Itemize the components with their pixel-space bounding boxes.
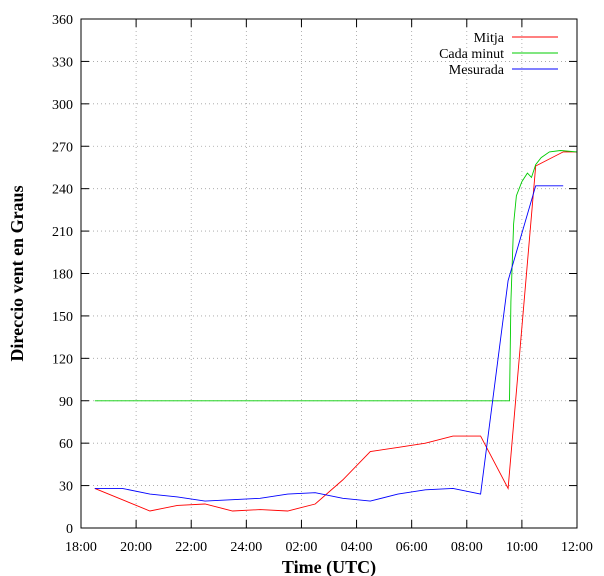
series-line-3 [94, 185, 564, 502]
y-tick-label: 150 [52, 310, 73, 325]
y-tick-label: 270 [52, 140, 73, 155]
y-tick-label: 0 [66, 522, 73, 537]
x-tick-label: 12:00 [561, 540, 593, 555]
x-tick-label: 24:00 [230, 540, 262, 555]
y-tick-label: 90 [59, 395, 73, 410]
legend-label: Mitja [474, 31, 505, 46]
y-tick-label: 240 [52, 183, 73, 198]
y-tick-label: 360 [52, 13, 73, 28]
x-tick-label: 08:00 [451, 540, 483, 555]
x-tick-label: 20:00 [120, 540, 152, 555]
legend-label: Cada minut [439, 47, 504, 62]
ticks: 0 30 60 90 120 150 180 210 240 270 300 330 360 18:00 2… [52, 13, 593, 555]
y-tick-label: 210 [52, 225, 73, 240]
series-line-2 [94, 150, 578, 402]
y-axis-title: Direccio vent en Graus [7, 185, 27, 361]
x-tick-label: 04:00 [341, 540, 373, 555]
y-tick-label: 30 [59, 480, 73, 495]
x-tick-label: 18:00 [65, 540, 97, 555]
x-tick-label: 10:00 [506, 540, 538, 555]
y-tick-label: 120 [52, 352, 73, 367]
series-line-1 [94, 151, 577, 512]
grid [81, 19, 577, 528]
x-tick-label: 06:00 [396, 540, 428, 555]
y-tick-label: 180 [52, 268, 73, 283]
y-tick-label: 330 [52, 55, 73, 70]
legend-label: Mesurada [449, 63, 505, 78]
series-layer [94, 150, 578, 512]
y-tick-label: 300 [52, 98, 73, 113]
x-tick-label: 02:00 [285, 540, 317, 555]
x-tick-label: 22:00 [175, 540, 207, 555]
y-tick-label: 60 [59, 437, 73, 452]
x-axis-title: Time (UTC) [282, 557, 376, 576]
